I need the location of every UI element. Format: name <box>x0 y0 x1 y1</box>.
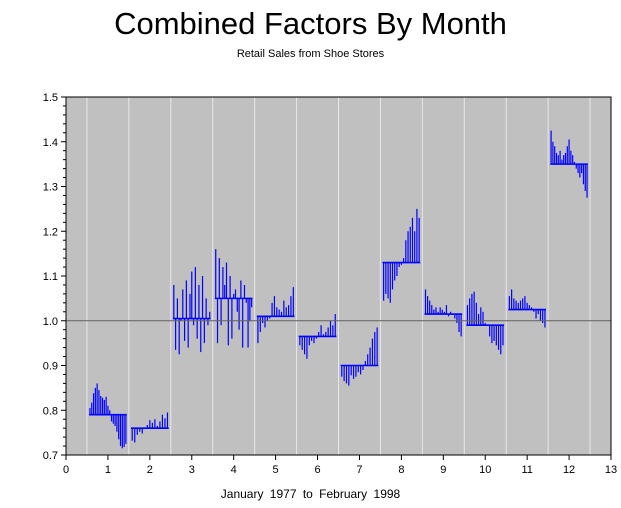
x-tick-label: 11 <box>521 464 532 476</box>
x-tick-label: 13 <box>605 464 617 476</box>
chart-title: Combined Factors By Month <box>114 6 507 41</box>
x-tick-label: 5 <box>273 464 279 476</box>
y-tick-label: 0.9 <box>43 361 58 373</box>
chart-subtitle: Retail Sales from Shoe Stores <box>236 48 385 60</box>
y-tick-label: 1.1 <box>43 271 58 283</box>
x-tick-label: 4 <box>231 464 237 476</box>
x-tick-label: 7 <box>356 464 362 476</box>
y-tick-label: 0.8 <box>43 405 58 417</box>
bar-series <box>89 130 588 449</box>
x-tick-label: 9 <box>440 464 446 476</box>
x-tick-label: 3 <box>189 464 195 476</box>
y-tick-label: 1.3 <box>43 182 58 194</box>
grid-lines <box>86 97 591 455</box>
x-tick-label: 8 <box>398 464 404 476</box>
x-tick-label: 1 <box>105 464 111 476</box>
x-tick-label: 2 <box>147 464 153 476</box>
x-axis-label: January 1977 to February 1998 <box>220 487 401 501</box>
y-tick-label: 1.5 <box>43 92 58 104</box>
x-tick-label: 0 <box>63 464 69 476</box>
y-tick-label: 1.0 <box>43 316 58 328</box>
x-tick-label: 6 <box>314 464 320 476</box>
axes: 0 1 2 3 4 5 6 7 8 9 10 11 12 130.70.80.91.01.11.21.31… <box>43 92 617 476</box>
y-tick-label: 1.4 <box>43 137 58 149</box>
y-tick-label: 0.7 <box>43 450 58 462</box>
y-tick-label: 1.2 <box>43 226 58 238</box>
x-tick-label: 12 <box>563 464 575 476</box>
x-tick-label: 10 <box>479 464 491 476</box>
